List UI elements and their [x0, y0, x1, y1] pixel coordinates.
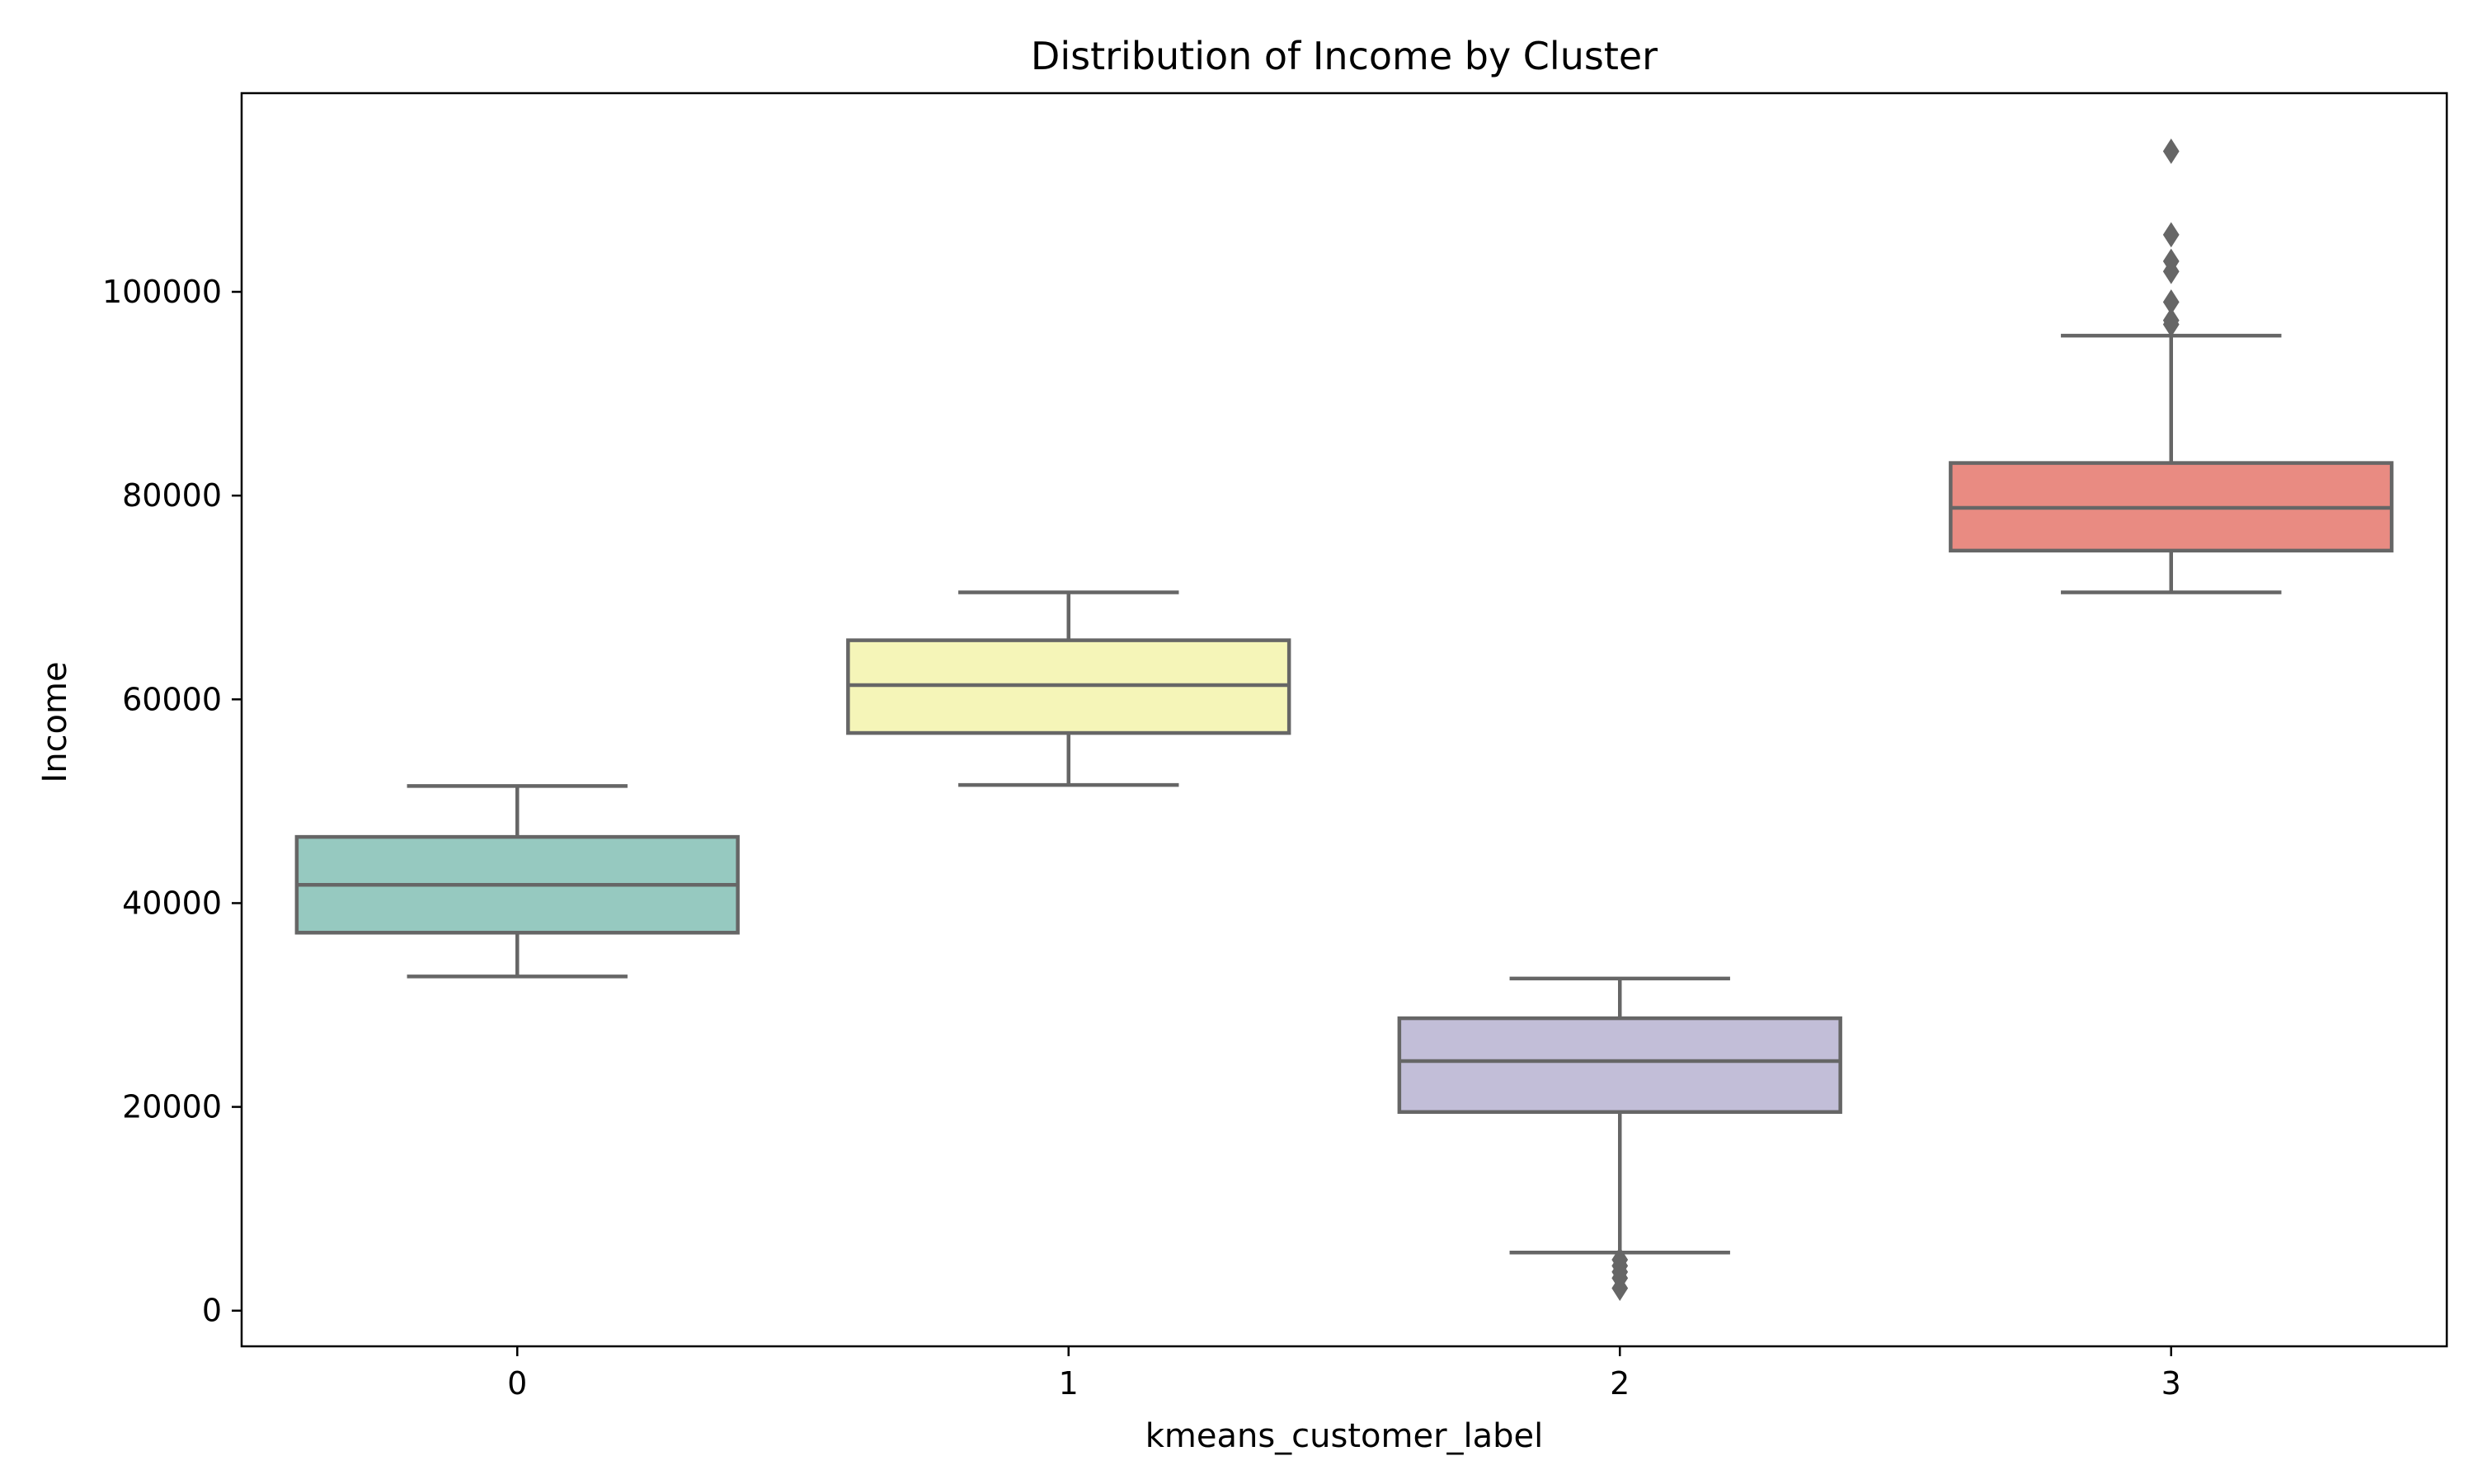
y-axis-label: Income — [36, 661, 74, 782]
y-tick-label: 40000 — [122, 885, 222, 921]
outlier-point — [2162, 258, 2180, 284]
y-tick-label: 20000 — [122, 1089, 222, 1125]
outlier-point — [1611, 1275, 1629, 1301]
box-cluster-2 — [1397, 1016, 1842, 1115]
chart-title: Distribution of Income by Cluster — [1031, 34, 1658, 78]
x-tick-label: 0 — [507, 1365, 527, 1402]
plot-frame — [240, 92, 2448, 1348]
outlier-point — [2162, 222, 2180, 248]
outlier-point — [2162, 139, 2180, 164]
x-tick-label: 3 — [2161, 1365, 2181, 1402]
y-tick-label: 80000 — [122, 477, 222, 514]
outlier-point — [2162, 312, 2180, 337]
y-tick-label: 100000 — [102, 274, 222, 310]
x-axis-label: kmeans_customer_label — [1145, 1417, 1544, 1455]
y-tick-label: 60000 — [122, 681, 222, 717]
y-tick-label: 0 — [202, 1293, 222, 1329]
plot-area: 0 20000 40000 60000 80000 100000 0 1 2 3 — [102, 92, 2448, 1402]
x-tick-label: 1 — [1059, 1365, 1079, 1402]
x-tick-label: 2 — [1610, 1365, 1630, 1402]
